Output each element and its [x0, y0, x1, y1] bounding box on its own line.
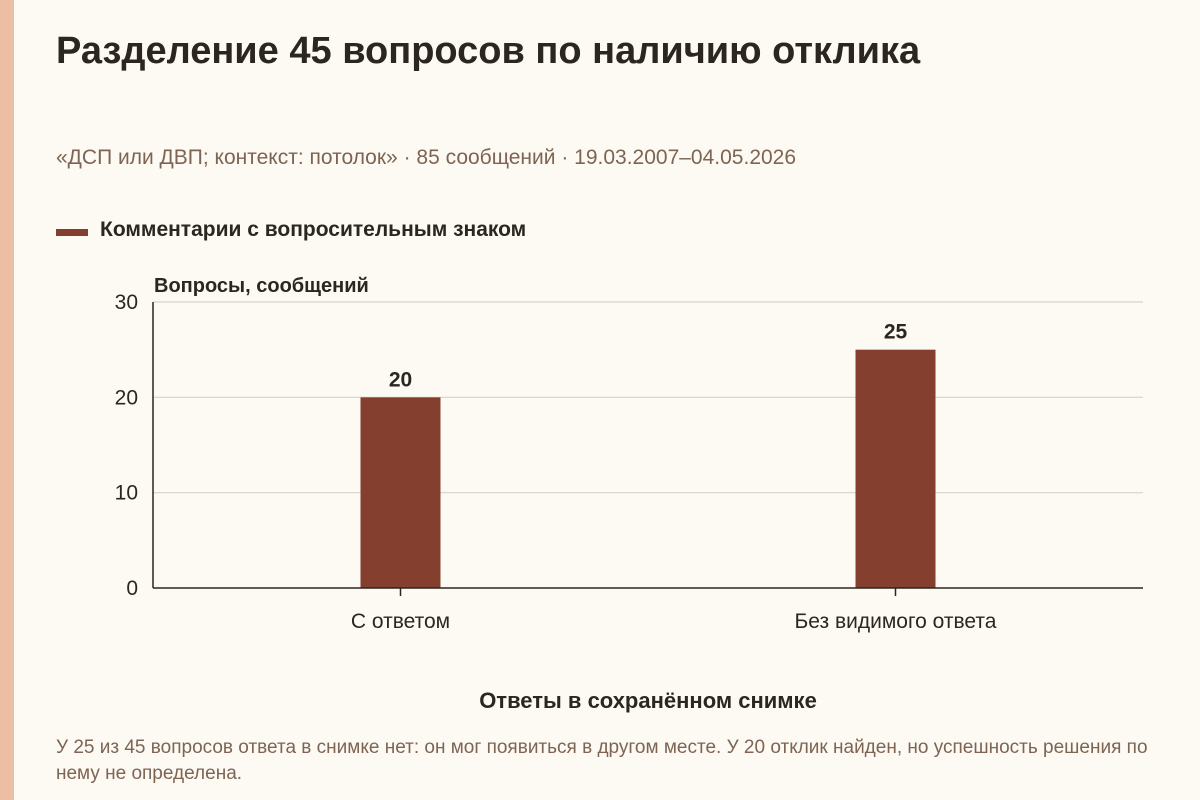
legend: Комментарии с вопросительным знаком: [56, 218, 526, 242]
legend-swatch: [56, 228, 88, 236]
x-axis-title: Ответы в сохранённом снимке: [479, 688, 817, 713]
legend-label: Комментарии с вопросительным знаком: [100, 218, 527, 241]
footnote: У 25 из 45 вопросов ответа в снимке нет:…: [56, 737, 1148, 784]
bar: [855, 349, 936, 588]
left-accent-stripe: [0, 0, 14, 800]
bar-value-label: 20: [389, 368, 412, 391]
y-tick-label: 10: [115, 482, 138, 505]
chart-title: Разделение 45 вопросов по наличию отклик…: [56, 30, 921, 72]
x-tick-label: С ответом: [351, 610, 450, 633]
bar: [360, 397, 441, 588]
chart-subtitle: «ДСП или ДВП; контекст: потолок» · 85 со…: [56, 146, 797, 169]
y-axis-title: Вопросы, сообщений: [154, 275, 369, 297]
y-tick-label: 0: [126, 577, 138, 600]
bar-value-label: 25: [884, 321, 908, 344]
x-tick-label: Без видимого ответа: [795, 610, 997, 633]
y-tick-label: 30: [115, 291, 138, 314]
y-tick-label: 20: [115, 386, 138, 409]
